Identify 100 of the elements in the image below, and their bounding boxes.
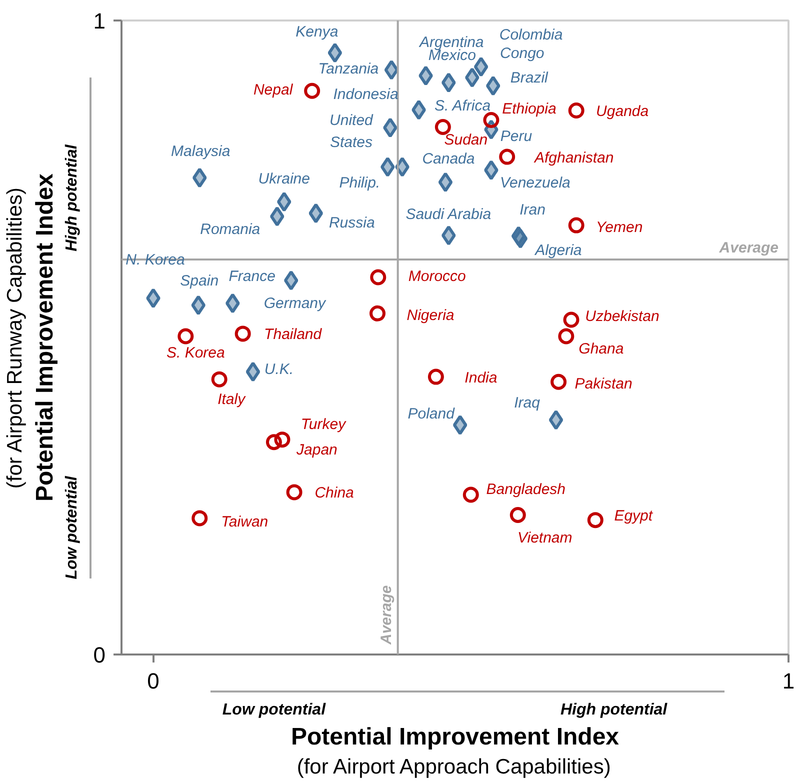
point: [192, 168, 207, 188]
annotation: Saudi Arabia: [406, 206, 492, 223]
annotation: Argentina: [418, 34, 484, 52]
annotation: Venezuela: [500, 174, 570, 192]
point: [246, 362, 260, 382]
x-axis-title: Potential Improvement Index (for Airport Approach Capabilities): [290, 724, 620, 778]
point: [438, 172, 453, 192]
annotation: Colombia: [499, 26, 563, 44]
point: [558, 328, 574, 344]
annotation: Taiwan: [221, 514, 268, 531]
point: [383, 118, 398, 138]
point: [370, 269, 386, 286]
ref-line-label: Average: [718, 240, 778, 257]
point: [499, 148, 516, 165]
annotation: Ukraine: [258, 170, 310, 188]
point: [192, 510, 208, 526]
annotation: Italy: [218, 390, 247, 408]
point: [441, 225, 456, 246]
annotation: Uzbekistan: [585, 308, 660, 326]
annotation: United States: [330, 112, 374, 152]
point: [568, 102, 584, 119]
annotation: Spain: [180, 272, 219, 290]
annotation: S. Africa: [434, 97, 491, 114]
point: [563, 312, 580, 328]
annotation: Nigeria: [406, 306, 454, 324]
point: [380, 156, 395, 177]
point: [284, 270, 298, 290]
point: [548, 410, 564, 430]
text: Low potential: [222, 702, 326, 718]
annotation: Peru: [500, 128, 533, 146]
point: [484, 160, 498, 180]
point: [370, 305, 386, 322]
annotation: Egypt: [614, 508, 654, 525]
annotation: Pakistan: [574, 375, 632, 392]
point: [270, 206, 284, 226]
annotation: Morocco: [408, 268, 466, 285]
point: [328, 42, 342, 63]
annotation: S. Korea: [166, 344, 225, 362]
point: [146, 288, 160, 308]
point: [441, 72, 456, 93]
point: [276, 192, 292, 212]
annotation: Ghana: [578, 340, 624, 358]
point: [226, 293, 240, 314]
point: [474, 56, 488, 77]
point: [418, 66, 433, 86]
point: [191, 295, 206, 316]
annotation: China: [314, 484, 354, 502]
annotation: Iraq: [514, 394, 541, 412]
annotation: Philip.: [339, 174, 380, 192]
point: [483, 112, 500, 128]
annotation: Russia: [328, 214, 375, 232]
y-axis-title: Potential Improvement Index (for Airport Runway Capabilities): [4, 172, 58, 502]
annotation: Congo: [500, 45, 544, 62]
point: [434, 119, 451, 135]
annotation: Thailand: [264, 326, 322, 344]
annotation: U.K.: [264, 361, 294, 378]
point: [510, 507, 526, 524]
annotation: Poland: [408, 405, 456, 422]
point: [462, 486, 479, 503]
annotation: Nepal: [253, 81, 294, 98]
point: [587, 512, 604, 528]
annotation: Bangladesh: [486, 481, 566, 498]
point: [211, 371, 228, 388]
point: [178, 328, 194, 344]
annotation: Germany: [264, 294, 328, 312]
annotation: Afghanistan: [533, 149, 614, 166]
annotation: Iran: [520, 202, 546, 219]
annotation: Brazil: [510, 69, 549, 86]
annotation: Tanzania: [318, 60, 379, 78]
ref-line-label: Average: [378, 585, 395, 646]
point: [308, 203, 324, 224]
point: [234, 326, 251, 342]
text: Low potential: [64, 476, 80, 580]
annotation: France: [228, 268, 276, 285]
annotation: Canada: [422, 150, 475, 168]
annotation: Algeria: [534, 242, 582, 260]
point: [550, 374, 567, 390]
annotation: Turkey: [300, 416, 348, 434]
annotation: Indonesia: [333, 86, 398, 104]
point: [412, 100, 426, 120]
annotation: Malaysia: [171, 143, 230, 160]
text: High potential: [64, 144, 80, 252]
point: [266, 434, 282, 450]
point: [486, 76, 500, 96]
annotation: Japan: [296, 442, 338, 459]
annotation: Yemen: [596, 218, 643, 236]
annotation: Kenya: [296, 23, 338, 40]
point: [304, 82, 320, 99]
point: [568, 217, 584, 234]
annotation: Sudan: [444, 132, 488, 149]
annotation: N. Korea: [126, 252, 185, 269]
annotation: Ethiopia: [502, 100, 556, 118]
text: High potential: [560, 702, 668, 718]
annotation: Uganda: [596, 103, 649, 120]
point: [384, 60, 399, 80]
point: [428, 368, 444, 385]
point: [395, 156, 410, 177]
point: [286, 484, 302, 500]
annotation: Romania: [200, 220, 260, 238]
annotation: Vietnam: [518, 530, 572, 547]
